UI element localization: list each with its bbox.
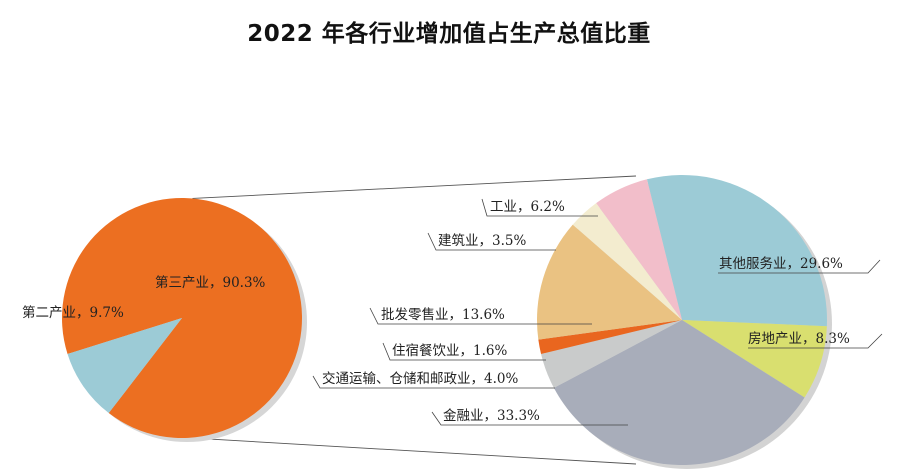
leader-金融业 [431,411,628,426]
detail-slice-金融业 [553,320,805,465]
label-detail-金融业: 金融业，33.3% [443,408,540,424]
label-main-第二产业: 第二产业，9.7% [22,304,124,321]
label-detail-其他服务业: 其他服务业，29.6% [719,256,843,272]
connector-lines [188,175,637,465]
connector-top [192,175,637,199]
main-slice-第二产业 [67,318,182,414]
label-detail-交通运输-仓储和邮政业: 交通运输、仓储和邮政业，4.0% [322,370,518,387]
leader-交通运输-仓储和邮政业 [312,375,555,389]
label-detail-房地产业: 房地产业，8.3% [748,331,850,347]
main-slice-第三产业 [62,198,303,439]
detail-slice-建筑业 [572,203,682,320]
label-detail-住宿餐饮业: 住宿餐饮业，1.6% [392,342,507,359]
label-detail-批发零售业: 批发零售业，13.6% [381,307,505,323]
main-pie [62,198,307,442]
detail-slice-批发零售业 [536,224,682,340]
detail-slice-交通运输-仓储和邮政业 [541,320,682,388]
connector-bottom [188,437,637,465]
leader-建筑业 [427,232,556,251]
label-detail-工业: 工业，6.2% [490,199,565,215]
leader-工业 [481,198,598,217]
chart-title: 2022 年各行业增加值占生产总值比重 [247,21,651,47]
label-leader-lines [312,198,883,426]
label-detail-建筑业: 建筑业，3.5% [438,233,526,249]
leader-批发零售业 [369,307,592,325]
detail-slice-住宿餐饮业 [538,320,682,354]
detail-pie [536,175,832,469]
detail-slice-房地产业 [682,320,827,398]
leader-房地产业 [748,333,883,349]
leader-住宿餐饮业 [382,342,546,361]
slice-labels: 第三产业，90.3% 第二产业，9.7% 其他服务业，29.6% 房地产业，8.3% 金… [22,199,850,424]
detail-slice-工业 [596,179,682,320]
label-main-第三产业: 第三产业，90.3% [155,274,266,291]
detail-slice-其他服务业 [646,175,828,327]
leader-其他服务业 [718,259,881,274]
